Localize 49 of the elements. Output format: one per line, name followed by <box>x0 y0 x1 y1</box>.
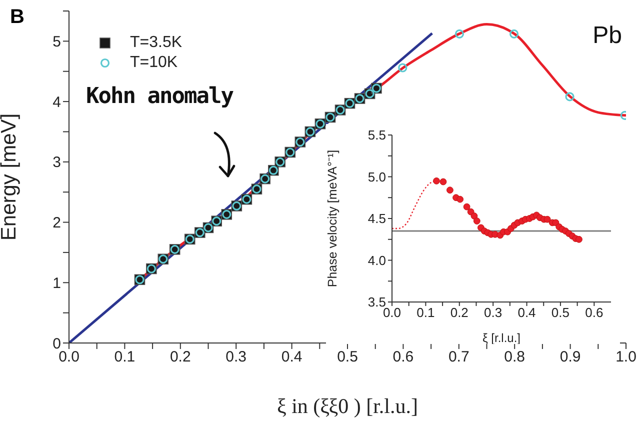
y-axis-title: Phase velocity [meVA°⁻¹] <box>325 150 340 288</box>
y-tick-label: 5.5 <box>368 128 386 143</box>
x-tick-label: 1.0 <box>616 348 636 366</box>
y-axis-title: Energy [meV] <box>0 113 20 241</box>
x-tick-label: 0.8 <box>504 348 526 366</box>
x-tick-label: 0.9 <box>560 348 581 366</box>
point <box>440 178 447 186</box>
x-tick-label: 0.2 <box>450 305 468 320</box>
x-tick-label: 0.0 <box>382 305 402 320</box>
point <box>463 203 470 210</box>
x-tick-label: 0.4 <box>518 305 536 320</box>
legend-label: T=10K <box>130 54 178 72</box>
point <box>473 218 480 224</box>
y-tick-label: 4.5 <box>368 211 386 226</box>
x-tick-label: 0.2 <box>170 348 191 366</box>
y-tick-label: 4 <box>52 94 61 111</box>
point <box>446 186 454 194</box>
y-tick-label: 0 <box>52 335 61 352</box>
point <box>565 92 574 102</box>
x-tick-label: 0.4 <box>281 348 302 366</box>
x-tick-label: 0.0 <box>58 348 80 366</box>
point <box>398 63 408 72</box>
annotation: Kohn anomaly <box>86 84 233 109</box>
x-tick-label: 0.7 <box>448 348 470 366</box>
point <box>456 196 464 203</box>
y-tick-label: 4.0 <box>368 252 386 268</box>
y-tick-label: 5 <box>52 34 61 51</box>
x-tick-label: 0.3 <box>484 305 502 320</box>
x-tick-label: 0.6 <box>392 348 414 366</box>
x-tick-label: 0.6 <box>585 305 604 320</box>
point <box>470 212 478 220</box>
x-axis-title: ξ in (ξξ0 ) [r.l.u.] <box>276 394 418 418</box>
point <box>509 29 519 38</box>
x-tick-label: 0.5 <box>551 305 570 320</box>
y-tick-label: 1 <box>52 274 61 292</box>
legend-label: T=3.5K <box>130 34 182 52</box>
y-tick-label: 5.0 <box>368 169 386 184</box>
point <box>433 177 440 184</box>
x-tick-label: 0.1 <box>114 348 136 366</box>
point <box>454 29 464 38</box>
y-tick-label: 2 <box>52 214 61 232</box>
x-tick-label: 0.5 <box>337 348 358 366</box>
x-tick-label: 0.3 <box>226 348 247 366</box>
annotation: Pb <box>592 22 622 50</box>
y-tick-label: 3 <box>52 154 61 172</box>
point <box>576 236 582 243</box>
point <box>544 216 551 223</box>
chart-title: B <box>10 6 24 29</box>
x-tick-label: 0.1 <box>416 305 435 320</box>
